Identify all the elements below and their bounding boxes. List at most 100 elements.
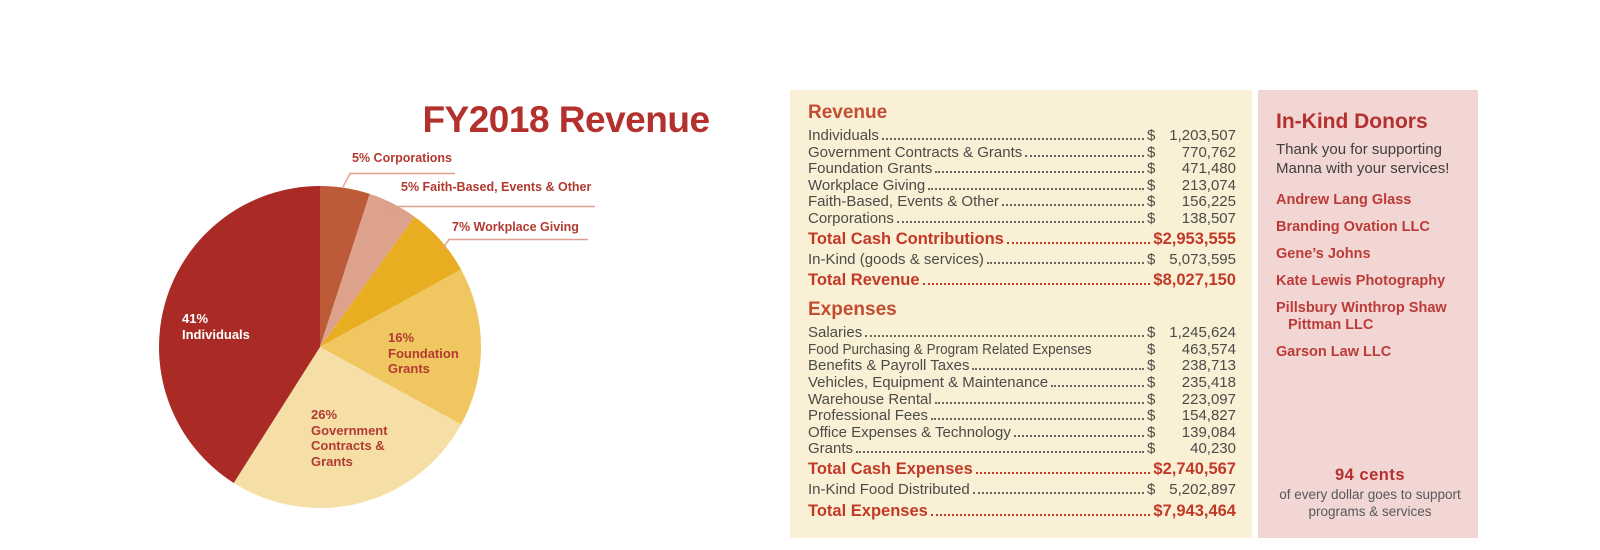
row-label: Food Purchasing & Program Related Expens… [808, 340, 1092, 358]
dot-leader [922, 283, 1151, 286]
row-amount: 5,202,897 [1169, 480, 1236, 498]
financial-row: Workplace Giving $213,074 [808, 176, 1236, 195]
financial-row: Foundation Grants $471,480 [808, 161, 1236, 178]
donor-list: Andrew Lang Glass Branding Ovation LLC Gen… [1276, 192, 1464, 371]
pie-slice-government-contracts-grants [233, 347, 462, 509]
currency-symbol: $ [1147, 209, 1156, 227]
pie-slice-corporations [320, 186, 370, 347]
pie-slice-foundation-grants [320, 269, 482, 425]
row-label: Grants [808, 440, 854, 458]
row-label: Individuals [808, 127, 879, 144]
donor-name: Garson Law LLC [1276, 344, 1392, 360]
pie-label-pct: 16% [388, 330, 415, 345]
financial-row: Food Purchasing & Program Related Expens… [808, 340, 1236, 359]
dot-leader [934, 401, 1144, 404]
financial-row: Salaries $1,245,624 [808, 325, 1236, 342]
revenue-section-header: Revenue [808, 102, 888, 123]
financial-row: Total Cash Expenses $2,740,567 [808, 460, 1236, 479]
row-label: Warehouse Rental [808, 390, 932, 408]
currency-symbol: $ [1147, 160, 1156, 178]
row-label: Professional Fees [808, 407, 929, 425]
row-amount: 156,225 [1181, 193, 1236, 211]
row-amount: $2,740,567 [1153, 459, 1236, 478]
row-amount: 40,230 [1190, 440, 1236, 458]
currency-symbol: $ [1147, 193, 1156, 211]
pie-slice-workplace-giving [320, 216, 462, 347]
row-amount: 235,418 [1181, 373, 1236, 391]
pie-slice-individuals [158, 186, 320, 483]
financials-panel: Revenue Individuals $1,203,507 Government … [790, 90, 1252, 538]
pie-label-pct: 41% [182, 311, 209, 326]
row-label: Government Contracts & Grants [808, 143, 1023, 161]
leader-line-corporations [342, 172, 455, 188]
dot-leader [972, 368, 1144, 371]
dot-leader [1051, 384, 1144, 387]
row-label: Workplace Giving [808, 176, 926, 194]
dot-leader [986, 261, 1144, 264]
expenses-rows: Salaries $1,245,624 Food Purchasing & Prog… [808, 325, 1236, 520]
currency-symbol: $ [1147, 440, 1156, 458]
row-label: Total Expenses [808, 501, 928, 520]
currency-symbol: $ [1147, 176, 1156, 194]
dot-leader [1025, 154, 1144, 157]
dot-leader [930, 513, 1151, 516]
callout-leader-lines [342, 172, 595, 251]
dot-leader [975, 471, 1151, 474]
row-label: Total Cash Expenses [808, 459, 973, 478]
row-label: In-Kind Food Distributed [808, 480, 970, 498]
dot-leader [972, 491, 1144, 494]
revenue-rows: Individuals $1,203,507 Government Contract… [808, 127, 1236, 290]
row-amount: 223,097 [1181, 390, 1236, 408]
row-amount: 770,762 [1181, 143, 1236, 161]
financial-row: Individuals $1,203,507 [808, 127, 1236, 145]
spacer [1276, 371, 1464, 466]
row-label: Office Expenses & Technology [808, 423, 1011, 441]
row-amount: 139,084 [1181, 423, 1236, 441]
row-amount: 1,203,507 [1169, 127, 1236, 144]
row-label: Salaries [808, 324, 863, 342]
dot-leader [865, 335, 1144, 338]
financial-row: Warehouse Rental $223,097 [808, 390, 1236, 409]
financial-row: Total Cash Contributions $2,953,555 [808, 230, 1236, 249]
dot-leader [935, 171, 1144, 174]
financial-row: Faith-Based, Events & Other $156,225 [808, 194, 1236, 211]
expenses-section-header: Expenses [808, 299, 897, 321]
donors-footer: 94 cents of every dollar goes to support… [1276, 466, 1464, 526]
dot-leader [1013, 434, 1144, 437]
row-amount: 471,480 [1181, 160, 1236, 178]
financial-row: Total Expenses $7,943,464 [808, 502, 1236, 521]
financial-row: In-Kind Food Distributed $5,202,897 [808, 480, 1236, 499]
row-label: Foundation Grants [808, 160, 933, 178]
donor-name: Kate Lewis Photography [1276, 273, 1446, 289]
currency-symbol: $ [1147, 340, 1156, 358]
footer-stat: 94 cents [1334, 466, 1406, 484]
pie-callout-corporations: 5% Corporations [352, 151, 453, 165]
currency-symbol: $ [1147, 143, 1156, 161]
in-kind-donors-panel: In-Kind Donors Thank you for supporting … [1258, 90, 1478, 538]
donors-header: In-Kind Donors [1276, 110, 1428, 133]
dot-leader [931, 418, 1144, 421]
dot-leader [896, 220, 1144, 223]
row-amount: 1,245,624 [1169, 324, 1236, 342]
row-amount: 138,507 [1181, 209, 1236, 227]
donor-name: Gene’s Johns [1276, 246, 1371, 262]
row-amount: 213,074 [1181, 176, 1236, 194]
currency-symbol: $ [1147, 357, 1156, 375]
leader-line-faith-based [390, 205, 595, 217]
currency-symbol: $ [1147, 127, 1156, 144]
row-label: Total Cash Contributions [808, 229, 1004, 248]
pie-label-foundation-grants: 16% Foundation Grants [388, 330, 459, 377]
row-amount: $2,953,555 [1153, 229, 1236, 248]
financial-row: Grants $40,230 [808, 441, 1236, 458]
dot-leader [881, 138, 1144, 140]
chart-title: FY2018 Revenue [422, 99, 710, 140]
row-label: Total Revenue [808, 271, 920, 290]
dot-leader [928, 187, 1144, 190]
currency-symbol: $ [1147, 250, 1156, 268]
row-label: Corporations [808, 209, 894, 227]
donors-intro: Thank you for supporting Manna with your… [1276, 141, 1450, 177]
row-amount: $8,027,150 [1153, 271, 1236, 290]
financial-row: Vehicles, Equipment & Maintenance $235,41… [808, 373, 1236, 392]
financial-row: Total Revenue $8,027,150 [808, 271, 1236, 290]
pie-label-name: Government Contracts & Grants [311, 422, 388, 469]
